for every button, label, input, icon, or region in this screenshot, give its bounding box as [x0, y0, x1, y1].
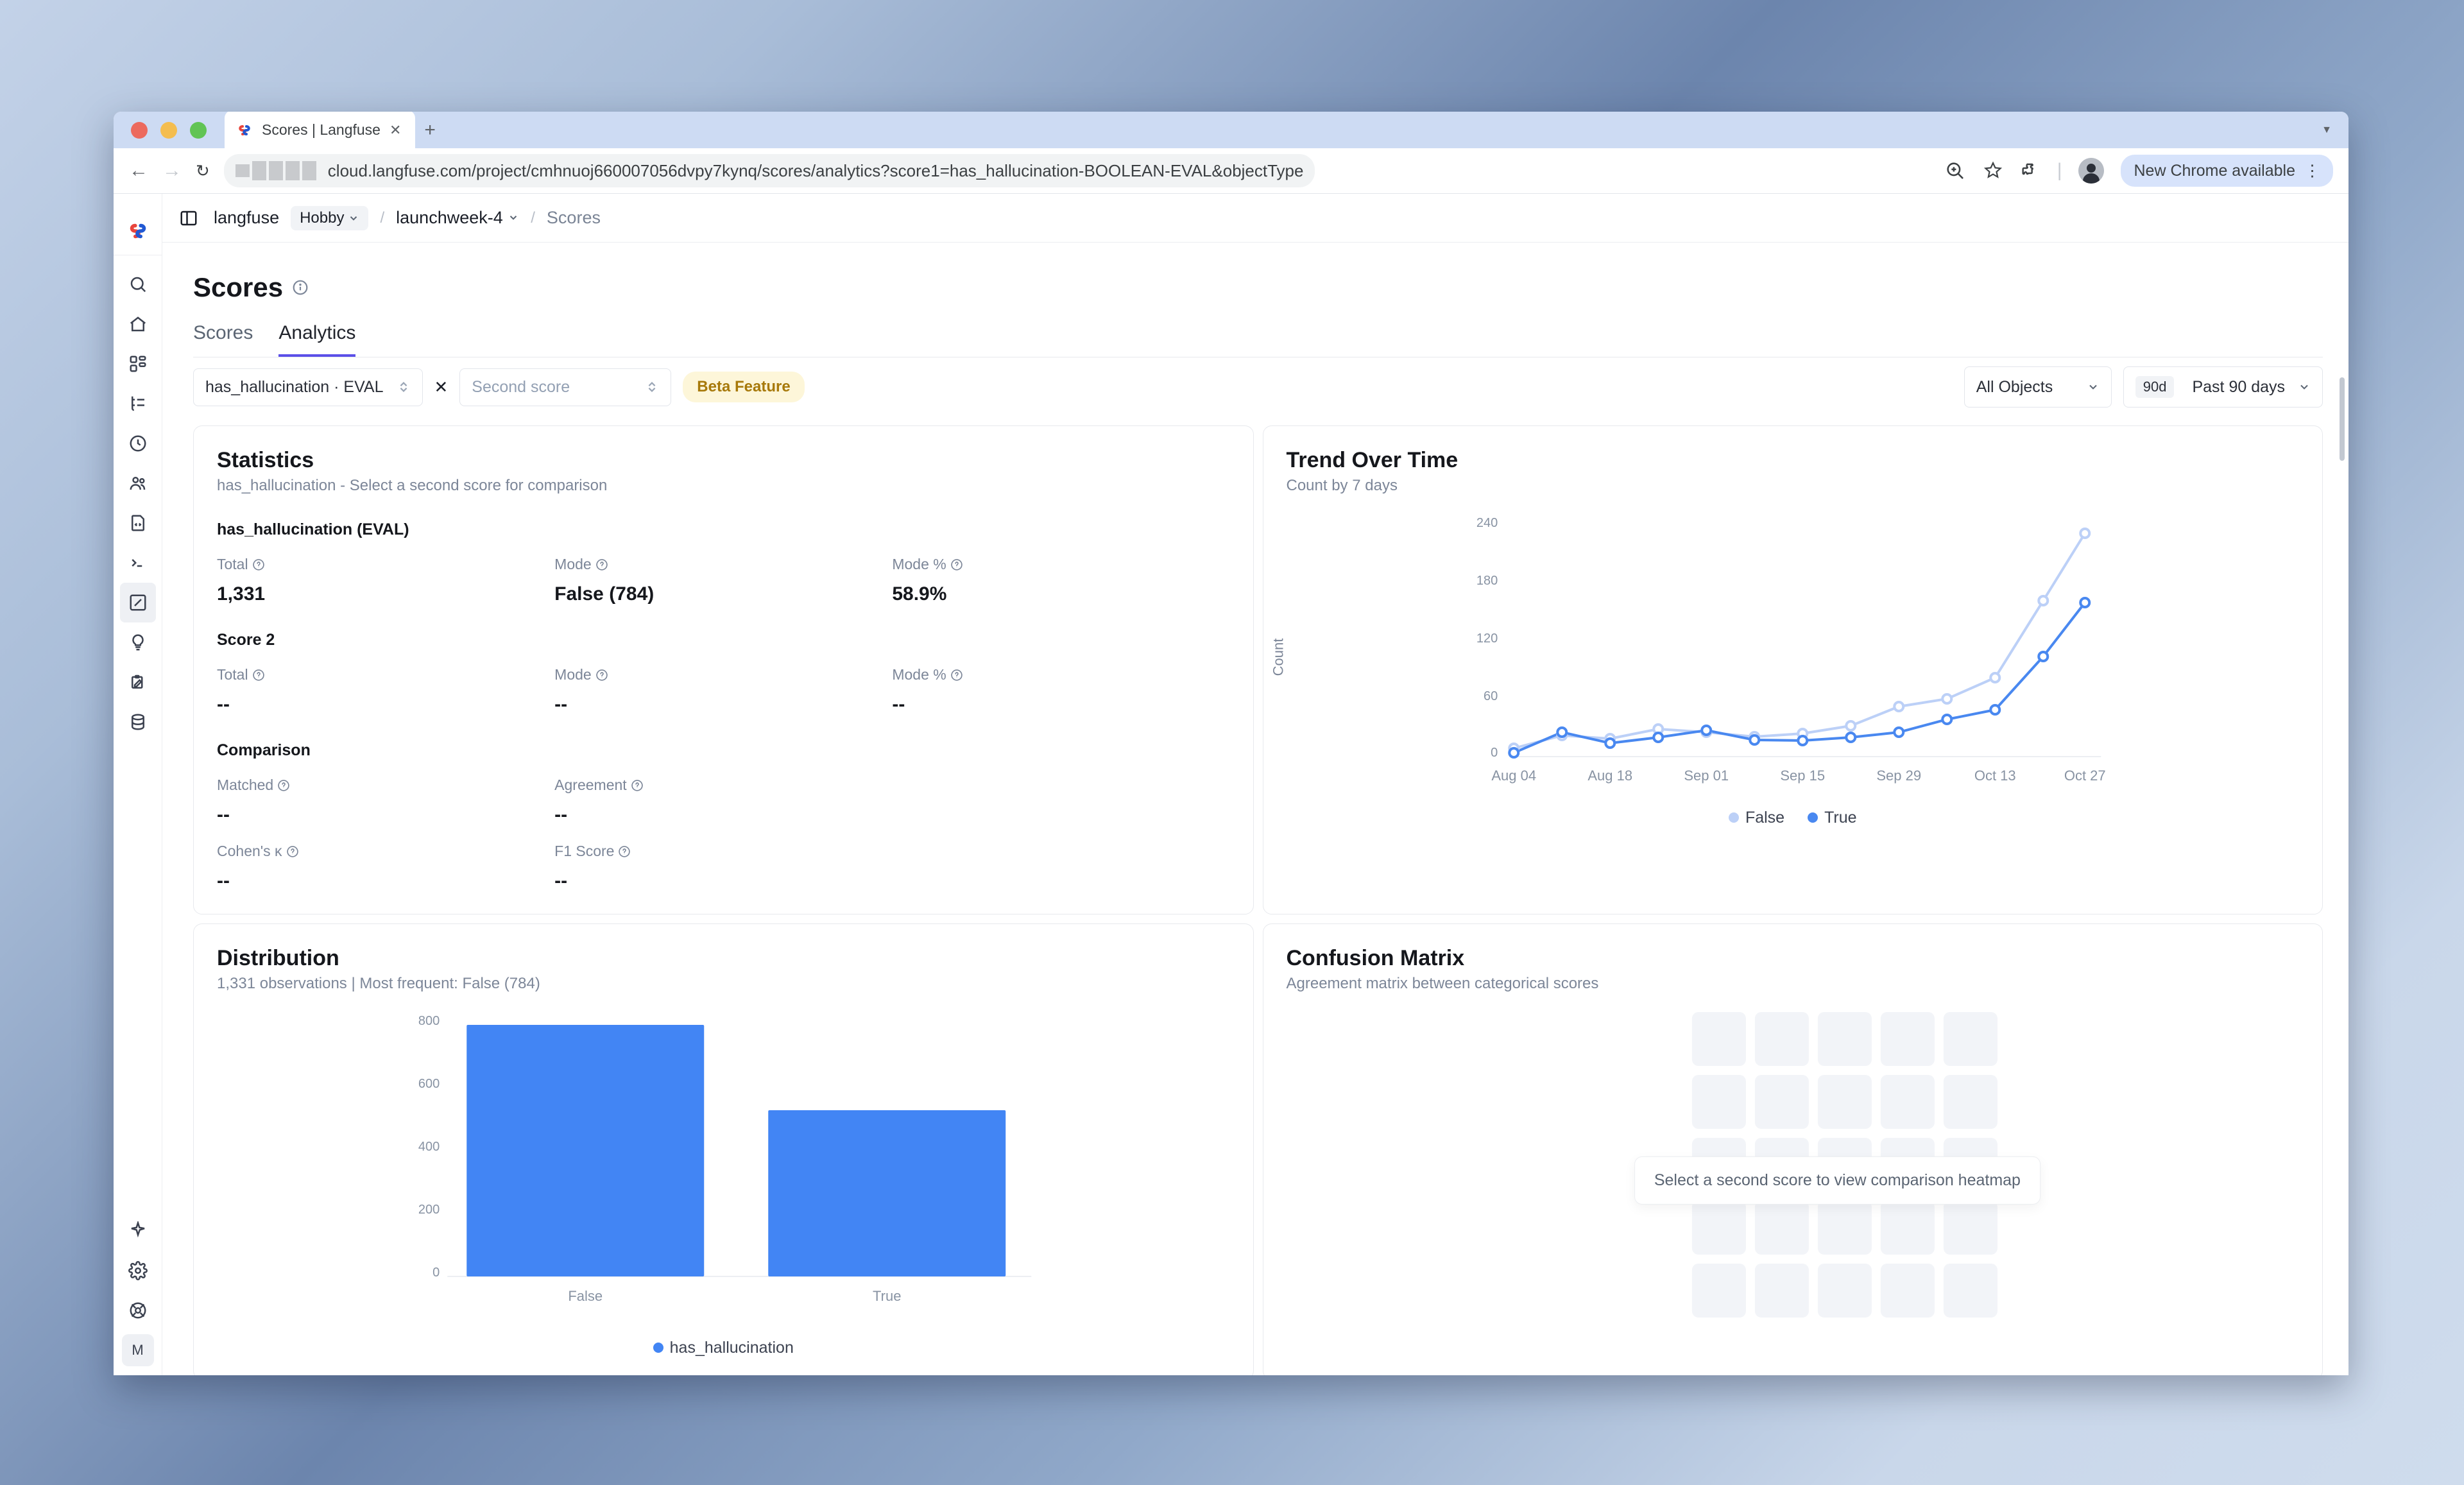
svg-text:Aug 04: Aug 04 [1491, 768, 1536, 784]
svg-text:60: 60 [1484, 689, 1498, 703]
svg-text:400: 400 [418, 1140, 440, 1154]
svg-text:Sep 01: Sep 01 [1684, 768, 1729, 784]
svg-text:600: 600 [418, 1077, 440, 1091]
svg-text:120: 120 [1476, 631, 1497, 646]
svg-text:Sep 15: Sep 15 [1780, 768, 1825, 784]
svg-text:200: 200 [418, 1203, 440, 1217]
svg-text:False: False [568, 1288, 603, 1304]
svg-text:Oct 13: Oct 13 [1974, 768, 2015, 784]
svg-text:True: True [873, 1288, 901, 1304]
svg-text:0: 0 [432, 1266, 440, 1280]
svg-text:800: 800 [418, 1014, 440, 1028]
svg-text:0: 0 [1491, 746, 1498, 760]
svg-text:240: 240 [1476, 516, 1497, 530]
svg-text:Sep 29: Sep 29 [1876, 768, 1921, 784]
svg-text:180: 180 [1476, 574, 1497, 588]
svg-text:Oct 27: Oct 27 [2064, 768, 2105, 784]
svg-text:Aug 18: Aug 18 [1587, 768, 1632, 784]
